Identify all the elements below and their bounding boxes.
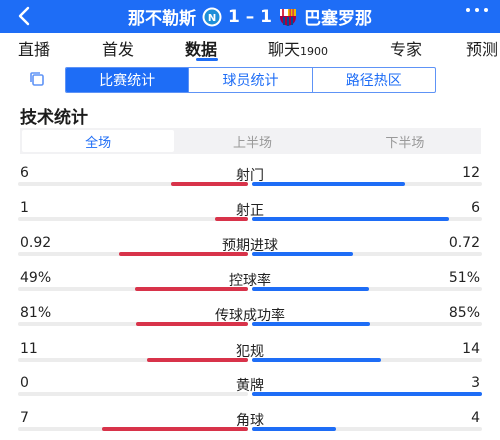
stat-name: 预期进球	[222, 238, 278, 254]
stat-name: 犯规	[236, 344, 264, 360]
away-bar	[252, 427, 336, 431]
tab-experts[interactable]: 专家	[390, 40, 423, 59]
home-bar	[136, 322, 248, 326]
period-first-half[interactable]: 上半场	[232, 135, 272, 151]
stat-row: 0 黄牌 3	[0, 375, 500, 409]
chat-count: 1900	[300, 45, 329, 58]
stat-name: 黄牌	[236, 378, 264, 394]
tab-lineup[interactable]: 首发	[102, 40, 135, 59]
stat-home-value: 1	[20, 200, 29, 216]
stat-home-value: 11	[20, 341, 38, 357]
stats-subtabs: 比赛统计 球员统计 路径热区	[0, 64, 500, 94]
away-bar	[252, 392, 482, 396]
back-arrow-icon[interactable]	[14, 5, 36, 27]
home-bar-track	[18, 287, 248, 291]
match-header: 那不勒斯 N 1 – 1 巴塞罗那	[0, 0, 500, 33]
stat-row: 81% 传球成功率 85%	[0, 305, 500, 339]
stat-home-value: 81%	[20, 305, 52, 321]
stat-away-value: 0.72	[448, 235, 480, 251]
stat-away-value: 14	[462, 341, 480, 357]
stat-home-value: 7	[20, 410, 29, 426]
home-bar	[215, 217, 248, 221]
away-bar-track	[252, 427, 482, 431]
away-bar	[252, 322, 370, 326]
copy-icon[interactable]	[28, 70, 46, 88]
home-bar-track	[18, 182, 248, 186]
home-bar	[102, 427, 248, 431]
period-second-half[interactable]: 下半场	[385, 135, 425, 151]
stat-away-value: 4	[471, 410, 480, 426]
match-title: 那不勒斯 N 1 – 1 巴塞罗那	[0, 0, 500, 33]
more-options-icon[interactable]	[466, 8, 488, 12]
stat-away-value: 3	[471, 375, 480, 391]
stat-away-value: 85%	[448, 305, 480, 321]
stat-name: 射正	[236, 203, 264, 219]
home-badge-letter: N	[208, 13, 216, 24]
match-score: 1 – 1	[228, 6, 272, 27]
stat-home-value: 0.92	[20, 235, 52, 251]
home-bar-track	[18, 392, 248, 396]
home-bar	[147, 358, 248, 362]
period-full-match[interactable]: 全场	[22, 130, 175, 152]
stat-row: 0.92 预期进球 0.72	[0, 235, 500, 269]
home-bar	[119, 252, 248, 256]
tab-live[interactable]: 直播	[18, 40, 51, 59]
away-bar-track	[252, 252, 482, 256]
away-team-name: 巴塞罗那	[304, 9, 372, 29]
tab-predictions[interactable]: 预测	[466, 40, 499, 59]
stat-home-value: 49%	[20, 270, 52, 286]
subtab-segment: 比赛统计 球员统计 路径热区	[65, 67, 436, 93]
home-bar	[171, 182, 248, 186]
stat-home-value: 0	[20, 375, 29, 391]
away-bar	[252, 358, 381, 362]
home-bar-track	[18, 217, 248, 221]
stat-row: 7 角球 4	[0, 410, 500, 440]
away-bar	[252, 287, 369, 291]
stat-row: 49% 控球率 51%	[0, 270, 500, 304]
stat-row: 11 犯规 14	[0, 341, 500, 375]
home-bar-track	[18, 322, 248, 326]
stat-name: 控球率	[229, 273, 271, 289]
away-bar	[252, 252, 353, 256]
subtab-player-stats[interactable]: 球员统计	[188, 68, 311, 92]
stat-name: 传球成功率	[215, 308, 285, 324]
main-tab-bar: 直播 首发 数据 聊天1900 专家 预测	[0, 33, 500, 61]
home-team-name: 那不勒斯	[128, 9, 196, 29]
stat-away-value: 51%	[448, 270, 480, 286]
period-selector: 全场 上半场 下半场	[20, 128, 481, 154]
stat-row: 6 射门 12	[0, 165, 500, 199]
tab-stats[interactable]: 数据	[185, 40, 218, 59]
subtab-match-stats[interactable]: 比赛统计	[66, 68, 189, 92]
away-bar	[252, 217, 449, 221]
section-title: 技术统计	[20, 108, 88, 128]
stat-home-value: 6	[20, 165, 29, 181]
tab-chat[interactable]: 聊天1900	[268, 40, 329, 59]
stat-away-value: 12	[462, 165, 480, 181]
stat-name: 角球	[236, 413, 264, 429]
subtab-heatmap[interactable]: 路径热区	[311, 68, 435, 92]
away-bar	[252, 182, 405, 186]
home-bar-track	[18, 358, 248, 362]
home-bar	[135, 287, 248, 291]
stat-name: 射门	[236, 168, 264, 184]
barcelona-badge-icon	[280, 8, 296, 26]
stat-away-value: 6	[471, 200, 480, 216]
stat-row: 1 射正 6	[0, 200, 500, 234]
active-tab-indicator	[196, 58, 218, 61]
napoli-badge-icon: N	[202, 7, 222, 26]
